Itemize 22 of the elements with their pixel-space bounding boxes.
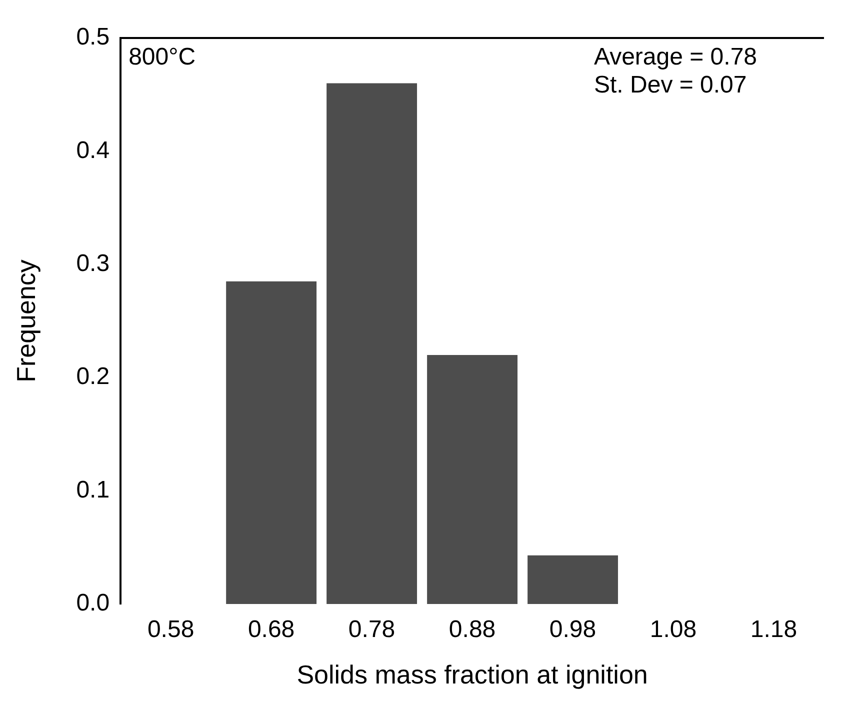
bar <box>427 354 518 604</box>
y-tick-label: 0.3 <box>76 250 110 278</box>
y-tick-label: 0.5 <box>76 24 110 51</box>
y-tick-label: 0.4 <box>76 136 110 164</box>
bar <box>528 555 618 604</box>
x-tick-label: 1.18 <box>750 616 798 644</box>
x-tick-label: 0.88 <box>448 616 496 644</box>
x-axis-title: Solids mass fraction at ignition <box>296 660 648 690</box>
annotation: Average = 0.78 <box>594 44 758 71</box>
annotation: 800°C <box>128 44 196 71</box>
bar <box>226 281 317 604</box>
x-tick-label: 0.78 <box>348 616 396 644</box>
y-tick-label: 0.0 <box>76 590 110 617</box>
y-tick-label: 0.1 <box>76 476 110 504</box>
x-tick-label: 0.68 <box>248 616 295 644</box>
y-tick-label: 0.2 <box>76 363 110 390</box>
annotation: St. Dev = 0.07 <box>594 72 747 99</box>
x-tick-label: 1.08 <box>650 616 697 644</box>
x-tick-label: 0.58 <box>147 616 194 644</box>
x-tick-label: 0.98 <box>549 616 596 644</box>
y-axis-title: Frequency <box>10 260 41 382</box>
bar <box>326 83 418 604</box>
